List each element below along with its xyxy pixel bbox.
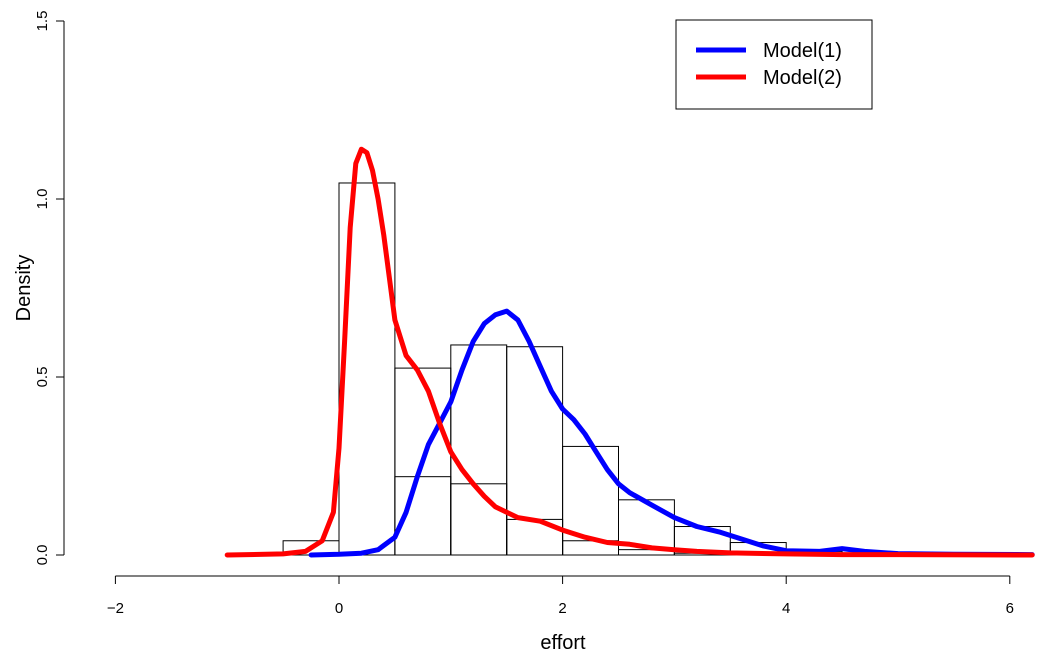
x-tick-label: 0 (335, 600, 343, 617)
axes: −2 0 2 4 6 0.0 0.5 1.0 1.5 (34, 11, 1014, 617)
series-line-model1 (308, 308, 1035, 558)
y-tick-label: 0.5 (34, 367, 51, 388)
legend-label-model1: Model(1) (763, 40, 842, 62)
histogram-2-bar (450, 483, 508, 556)
y-tick-label: 0.0 (34, 545, 51, 566)
y-tick-label: 1.0 (34, 189, 51, 210)
legend-label-model2: Model(2) (763, 67, 842, 89)
legend: Model(1) Model(2) (675, 19, 873, 110)
density-lines-layer (224, 146, 1035, 558)
x-tick-label: −2 (107, 600, 124, 617)
y-tick-label: 1.5 (34, 11, 51, 32)
histogram-1-bar (506, 346, 564, 556)
histogram-2-bar (618, 549, 675, 556)
x-tick-label: 2 (558, 600, 566, 617)
series-line-model2 (224, 146, 1035, 558)
x-axis-label: effort (540, 632, 586, 654)
legend-box (675, 19, 873, 110)
x-tick-label: 6 (1006, 600, 1014, 617)
x-tick-label: 4 (782, 600, 790, 617)
y-axis-label: Density (13, 255, 35, 322)
histogram-layer (282, 182, 899, 556)
